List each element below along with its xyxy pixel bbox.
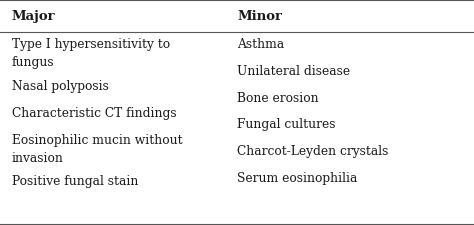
Text: Asthma: Asthma (237, 38, 284, 51)
Text: Serum eosinophilia: Serum eosinophilia (237, 171, 357, 184)
Text: Major: Major (12, 10, 55, 23)
Text: Eosinophilic mucin without
invasion: Eosinophilic mucin without invasion (12, 133, 182, 164)
Text: Bone erosion: Bone erosion (237, 91, 319, 104)
Text: Positive fungal stain: Positive fungal stain (12, 175, 138, 188)
Text: Characteristic CT findings: Characteristic CT findings (12, 106, 176, 119)
Text: Fungal cultures: Fungal cultures (237, 118, 336, 131)
Text: Nasal polyposis: Nasal polyposis (12, 80, 109, 93)
Text: Type I hypersensitivity to
fungus: Type I hypersensitivity to fungus (12, 38, 170, 69)
Text: Charcot-Leyden crystals: Charcot-Leyden crystals (237, 144, 388, 158)
Text: Unilateral disease: Unilateral disease (237, 65, 350, 78)
Text: Minor: Minor (237, 10, 282, 23)
